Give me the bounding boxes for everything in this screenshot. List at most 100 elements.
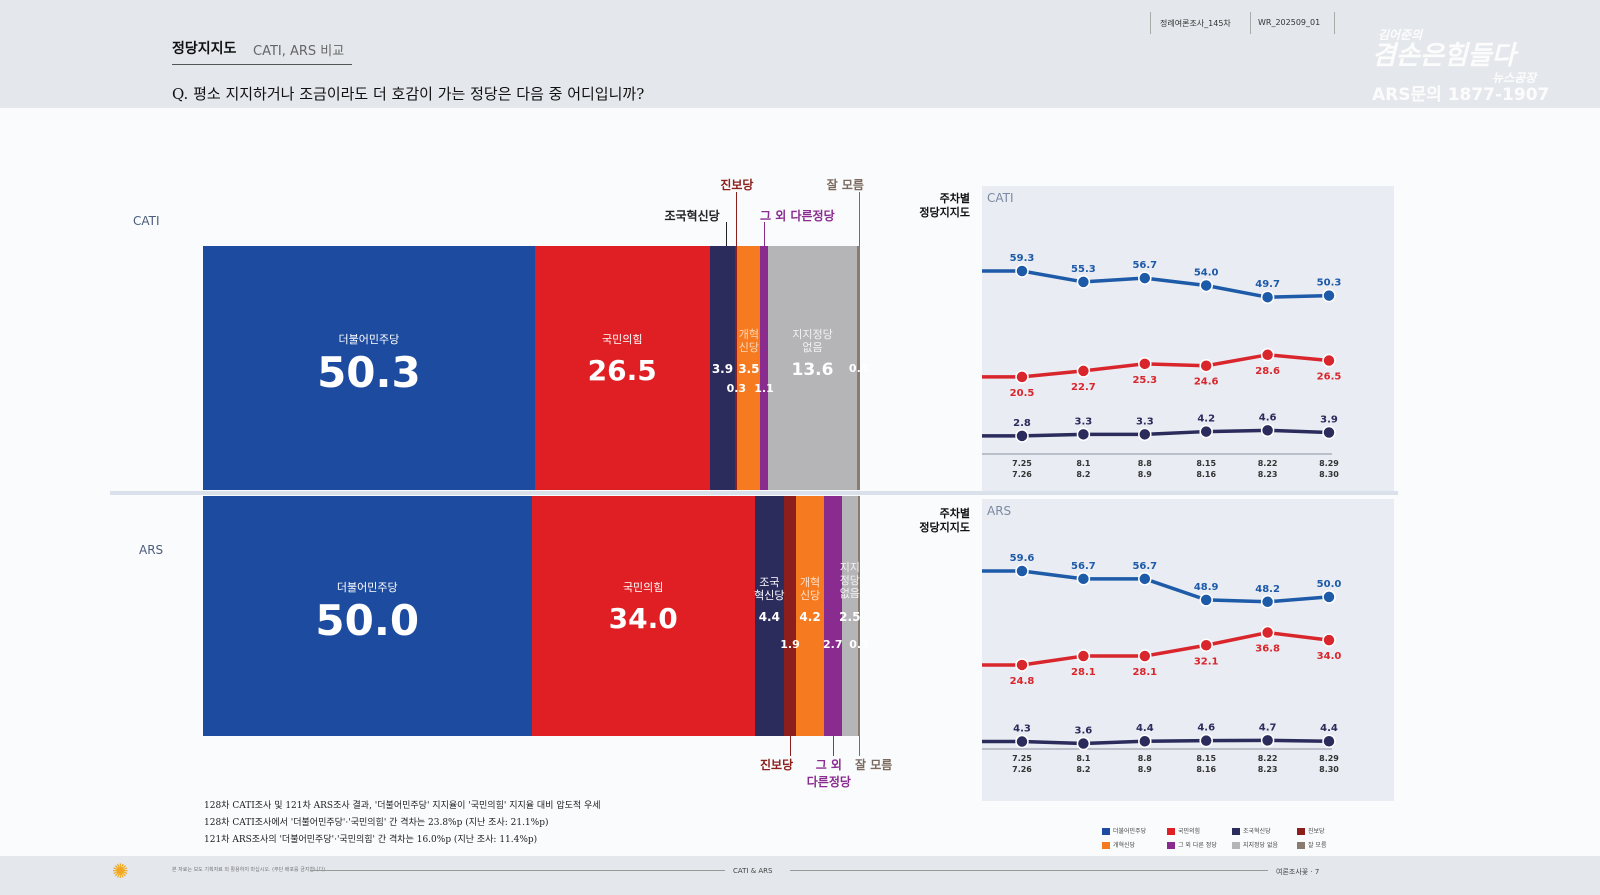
data-label: 32.1 <box>1194 656 1219 667</box>
data-point <box>1015 564 1029 578</box>
legend-item: 개혁신당 <box>1102 840 1135 849</box>
data-label: 24.8 <box>1010 676 1035 687</box>
legend-swatch <box>1297 828 1305 835</box>
data-point <box>1015 658 1029 672</box>
party-value-label: 50.3 <box>317 348 421 397</box>
data-point <box>1076 275 1091 289</box>
bar-segment <box>534 246 711 490</box>
footer-center-label: CATI & ARS <box>733 867 773 875</box>
x-tick-label: 7.26 <box>1012 470 1032 479</box>
progressive-external-label: 진보당 <box>720 178 754 192</box>
section-subtitle: CATI, ARS 비교 <box>253 44 345 59</box>
bar-segment <box>737 246 761 490</box>
data-label: 4.4 <box>1136 723 1154 734</box>
data-point <box>1199 424 1213 439</box>
data-label: 56.7 <box>1071 561 1096 572</box>
ars-label: ARS <box>139 543 164 557</box>
bar-segment <box>857 246 861 490</box>
legend-label: 지지정당 없음 <box>1243 842 1279 849</box>
data-label: 3.9 <box>1320 414 1338 425</box>
ars-stacked-bar: 더불어민주당 50.0 국민의힘 34.0 조국 혁신당 4.4 1.9 개혁 신당 4.2 2.… <box>203 496 869 736</box>
leader-line <box>790 736 792 756</box>
party-value-label: 13.6 <box>791 360 834 380</box>
legend-item: 조국혁신당 <box>1232 826 1271 835</box>
dont-know-external-label: 잘 모름 <box>826 178 864 192</box>
party-value-label: 0.4 <box>848 362 869 375</box>
footer-background <box>0 856 1600 895</box>
x-tick-label: 8.1 <box>1076 459 1091 468</box>
data-point <box>1138 649 1152 663</box>
x-tick-label: 8.29 <box>1319 459 1339 468</box>
party-value-label: 3.5 <box>738 362 760 376</box>
leader-line <box>858 192 860 246</box>
party-value-label: 1.9 <box>780 638 800 651</box>
x-tick-label: 8.29 <box>1319 754 1339 763</box>
party-value-label: 2.5 <box>839 610 861 624</box>
program-logo: 김어준의 겸손은힘들다 뉴스공장 ARS문의 1877-1907 <box>1372 26 1577 104</box>
cati-trend-side-label: 주차별 정당지지도 <box>919 192 970 219</box>
progressive-external-label: 진보당 <box>760 758 794 772</box>
x-tick-label: 8.30 <box>1319 470 1339 479</box>
data-point <box>1076 364 1091 378</box>
x-tick-label: 8.16 <box>1196 470 1216 479</box>
data-label: 50.3 <box>1317 278 1342 289</box>
data-label: 3.3 <box>1136 416 1154 427</box>
data-label: 4.6 <box>1197 723 1215 734</box>
party-name-label: 조국 혁신당 <box>754 576 785 602</box>
x-tick-label: 8.22 <box>1258 459 1278 468</box>
data-point <box>1260 290 1275 304</box>
section-title: 정당지지도 <box>172 41 237 57</box>
data-point <box>1199 358 1213 373</box>
data-point <box>1076 572 1091 586</box>
party-name-label: 더불어민주당 <box>336 581 398 594</box>
series-line <box>982 428 1330 438</box>
data-point <box>1076 736 1091 751</box>
leader-line <box>832 736 834 756</box>
party-value-label: 3.9 <box>711 362 734 376</box>
footer-rule <box>790 870 1268 871</box>
legend-swatch <box>1297 842 1305 849</box>
party-name-label: 개혁 신당 <box>799 576 821 602</box>
bar-segment <box>760 246 769 490</box>
ars-trend-title: ARS <box>987 504 1012 518</box>
data-point <box>1138 572 1152 586</box>
bar-segment <box>531 496 756 736</box>
data-label: 4.3 <box>1013 724 1031 735</box>
survey-round-label: 정례여론조사_145차 <box>1160 19 1231 28</box>
leader-line <box>736 192 738 246</box>
bar-segment <box>767 246 858 490</box>
rebuild-external-label: 조국혁신당 <box>664 209 720 223</box>
party-value-label: 4.4 <box>758 610 780 624</box>
data-label: 28.1 <box>1071 667 1096 678</box>
data-label: 54.0 <box>1194 267 1219 278</box>
meta-divider <box>1334 12 1335 34</box>
data-label: 59.6 <box>1010 553 1035 564</box>
header-background <box>0 0 1600 108</box>
ars-trend-panel: ARS 7.25 7.26 8.1 8.2 8.8 8.9 8.15 8.16 8.22 8.23… <box>982 499 1394 801</box>
legend-item: 지지정당 없음 <box>1232 840 1278 849</box>
data-label: 26.5 <box>1317 372 1342 383</box>
data-point <box>1199 593 1213 607</box>
data-point <box>1322 353 1336 368</box>
party-value-label: 2.7 <box>822 638 843 651</box>
flower-logo-icon: ✺ <box>112 859 129 883</box>
party-value-label: 1.1 <box>754 382 774 395</box>
legend-label: 진보당 <box>1308 828 1325 835</box>
x-tick-label: 8.22 <box>1258 754 1278 763</box>
party-value-label: 4.2 <box>799 610 821 624</box>
footer-rule <box>310 870 725 871</box>
data-point <box>1015 734 1029 749</box>
cati-stacked-bar: 더불어민주당 50.3 국민의힘 26.5 3.9 0.3 개혁 신당 3.5 1.1 지지정당 … <box>203 246 868 490</box>
logo-line4: ARS문의 1877-1907 <box>1372 85 1550 105</box>
data-point <box>1260 423 1275 438</box>
data-point <box>1015 264 1029 278</box>
bar-segment <box>735 246 738 490</box>
data-label: 48.2 <box>1255 584 1280 595</box>
party-name-label: 지지정당 없음 <box>792 328 833 354</box>
x-tick-label: 8.9 <box>1138 470 1153 479</box>
leader-line <box>764 222 766 246</box>
data-label: 28.6 <box>1255 366 1280 377</box>
legend-swatch <box>1102 828 1110 835</box>
party-value-label: 50.0 <box>315 596 420 645</box>
data-label: 56.7 <box>1132 561 1157 572</box>
